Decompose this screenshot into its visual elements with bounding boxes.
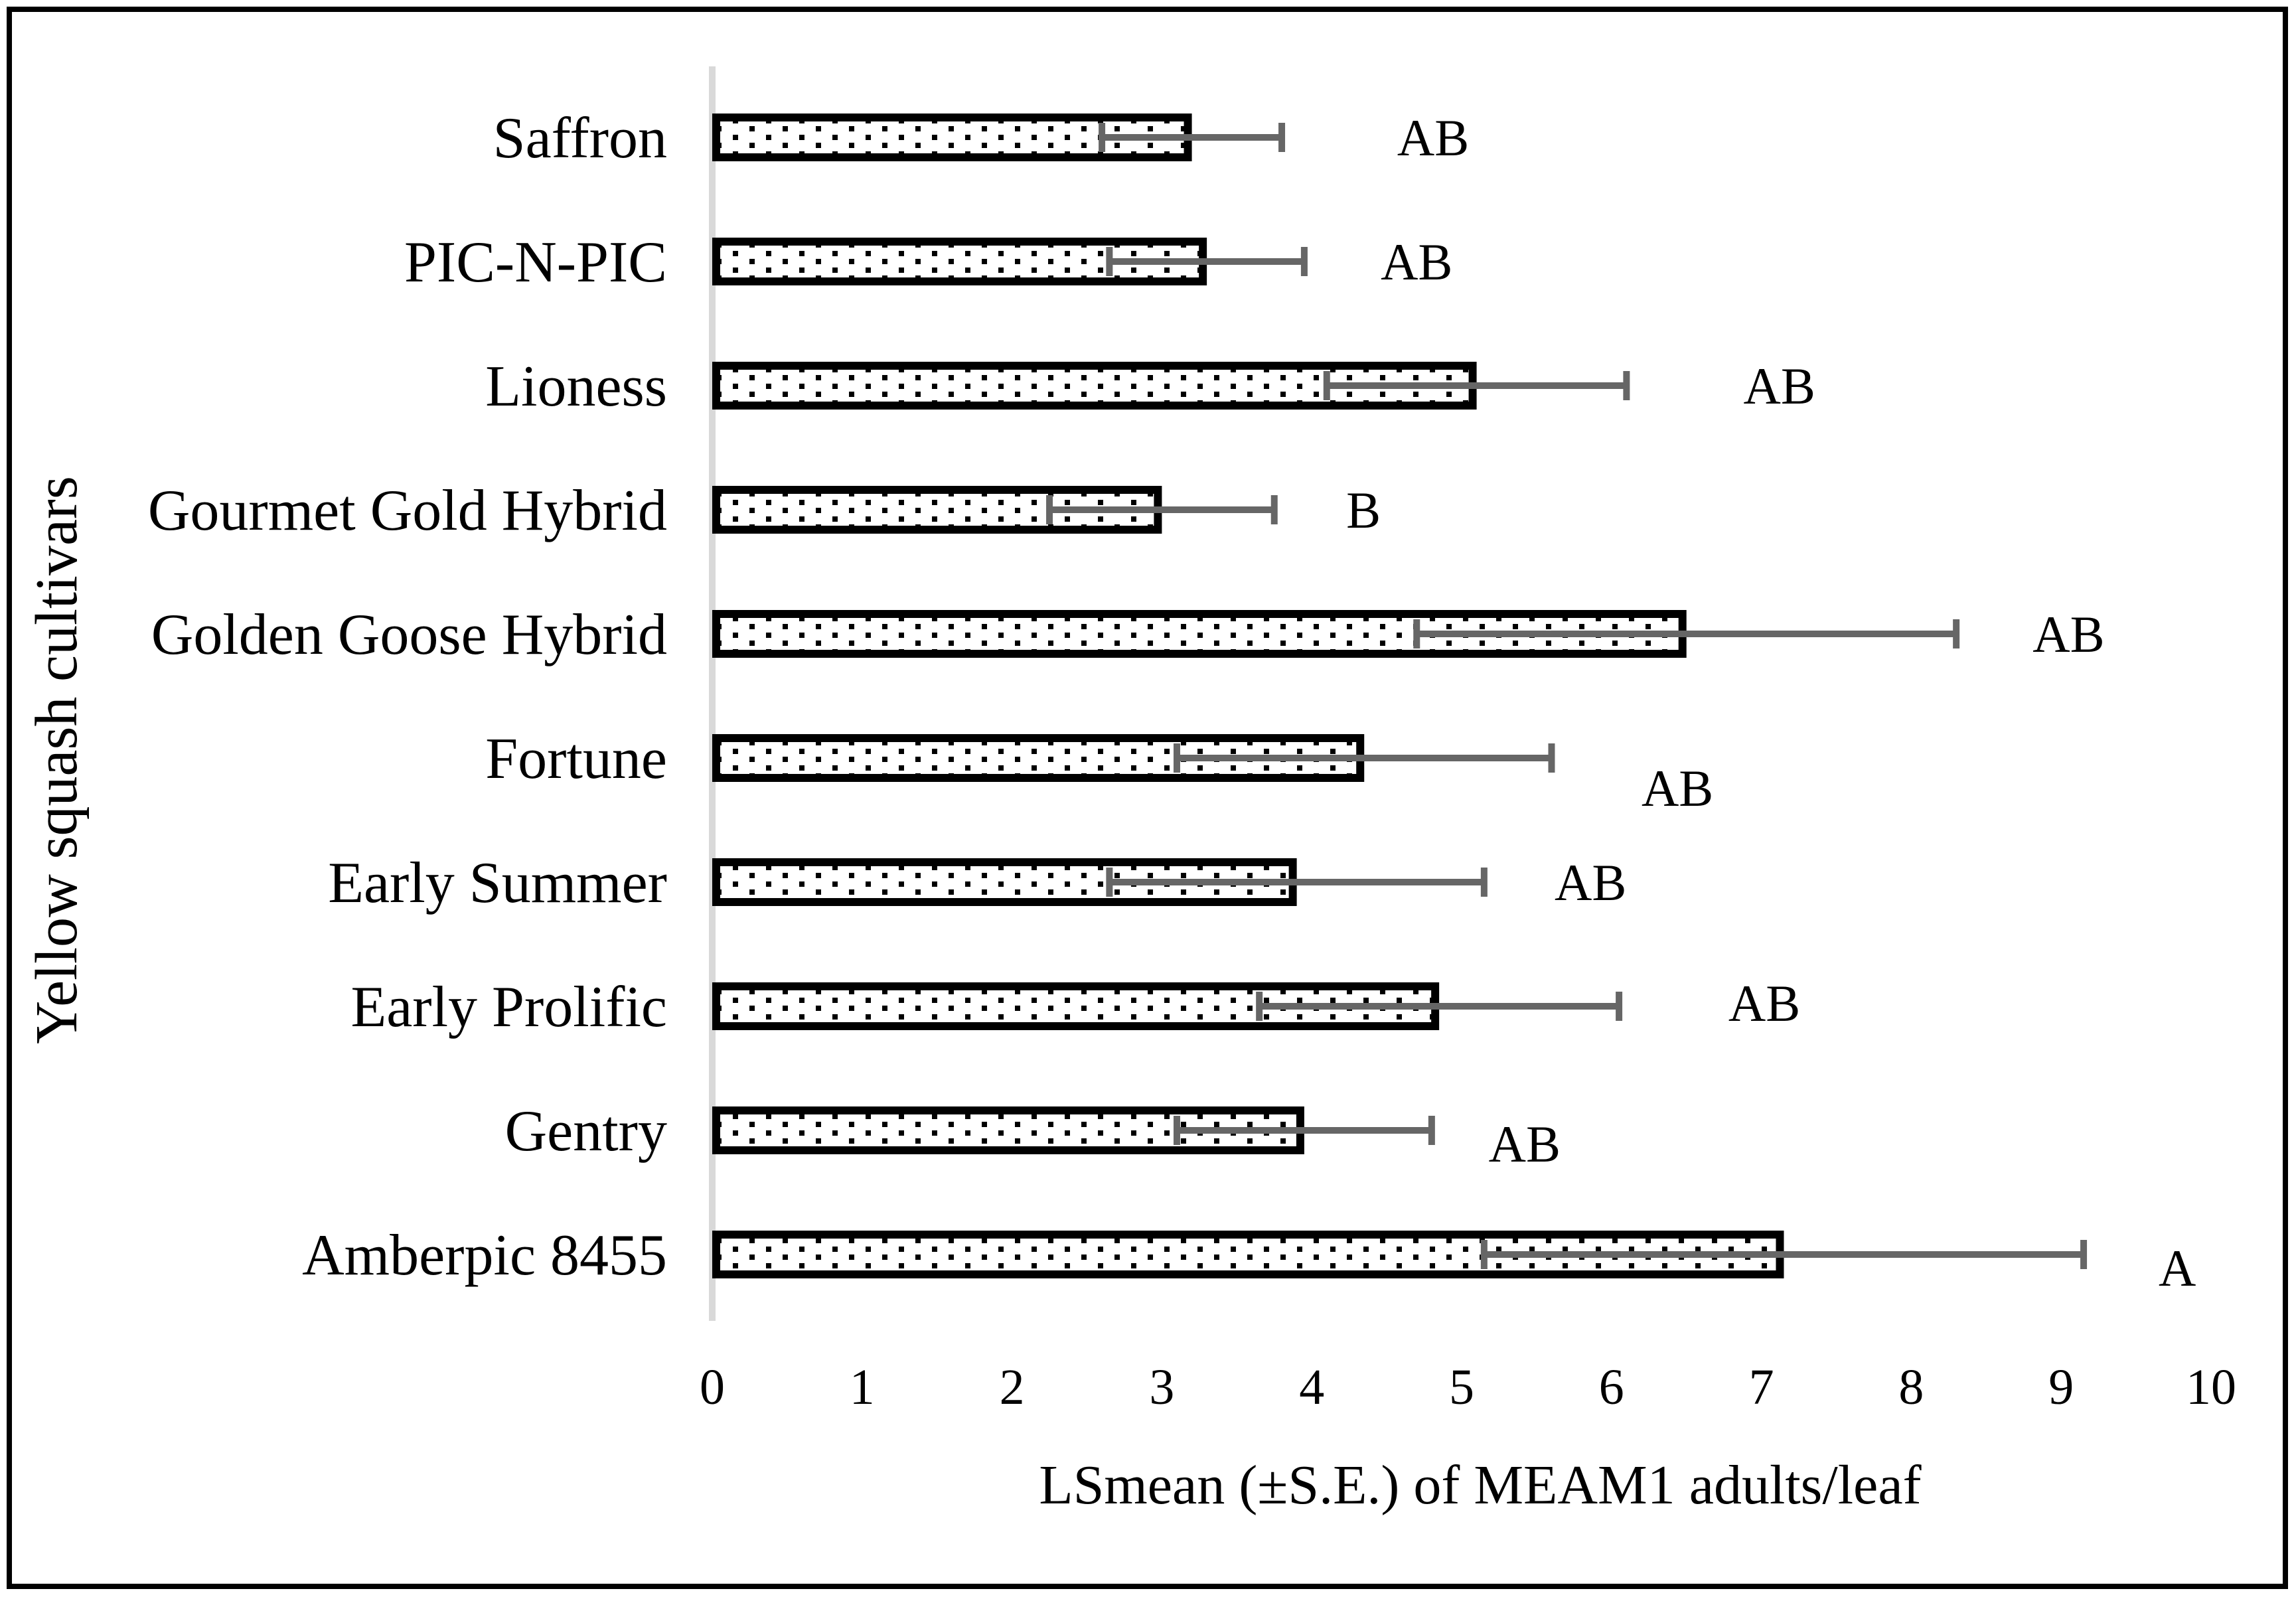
sig-letter: AB bbox=[1642, 759, 1713, 817]
x-axis-title: LSmean (±S.E.) of MEAM1 adults/leaf bbox=[1039, 1454, 1921, 1516]
x-tick-label: 10 bbox=[2186, 1359, 2236, 1415]
sig-letter: AB bbox=[1381, 233, 1452, 291]
category-label: PIC-N-PIC bbox=[404, 230, 667, 295]
x-tick-label: 0 bbox=[700, 1359, 725, 1415]
sig-letter: AB bbox=[2032, 605, 2104, 663]
category-label: Early Summer bbox=[328, 851, 667, 915]
category-label: Gourmet Gold Hybrid bbox=[148, 479, 667, 543]
sig-letter: AB bbox=[1489, 1115, 1561, 1173]
y-axis-title: Yellow squash cultivars bbox=[24, 476, 90, 1044]
category-label: Lioness bbox=[485, 354, 667, 419]
sig-letter: A bbox=[2159, 1239, 2196, 1297]
x-tick-label: 7 bbox=[1749, 1359, 1774, 1415]
sig-letter: B bbox=[1346, 481, 1381, 539]
x-tick-label: 2 bbox=[1000, 1359, 1025, 1415]
x-tick-label: 8 bbox=[1898, 1359, 1924, 1415]
category-axis-line bbox=[709, 66, 716, 1321]
figure-border bbox=[7, 7, 2288, 1589]
x-tick-label: 4 bbox=[1299, 1359, 1324, 1415]
sig-letter: AB bbox=[1555, 854, 1626, 911]
category-label: Gentry bbox=[505, 1099, 667, 1164]
sig-letter: AB bbox=[1397, 109, 1469, 167]
x-tick-label: 1 bbox=[850, 1359, 875, 1415]
sig-letter: AB bbox=[1744, 357, 1815, 415]
category-label: Saffron bbox=[493, 106, 667, 171]
x-tick-label: 6 bbox=[1599, 1359, 1624, 1415]
category-label: Golden Goose Hybrid bbox=[151, 603, 667, 667]
category-label: Early Prolific bbox=[350, 975, 667, 1039]
category-label: Fortune bbox=[485, 727, 667, 791]
x-tick-label: 9 bbox=[2048, 1359, 2074, 1415]
x-tick-label: 3 bbox=[1149, 1359, 1174, 1415]
sig-letter: AB bbox=[1728, 974, 1800, 1032]
bars-layer bbox=[712, 114, 2088, 1278]
category-label: Amberpic 8455 bbox=[302, 1223, 667, 1288]
x-tick-label: 5 bbox=[1449, 1359, 1474, 1415]
